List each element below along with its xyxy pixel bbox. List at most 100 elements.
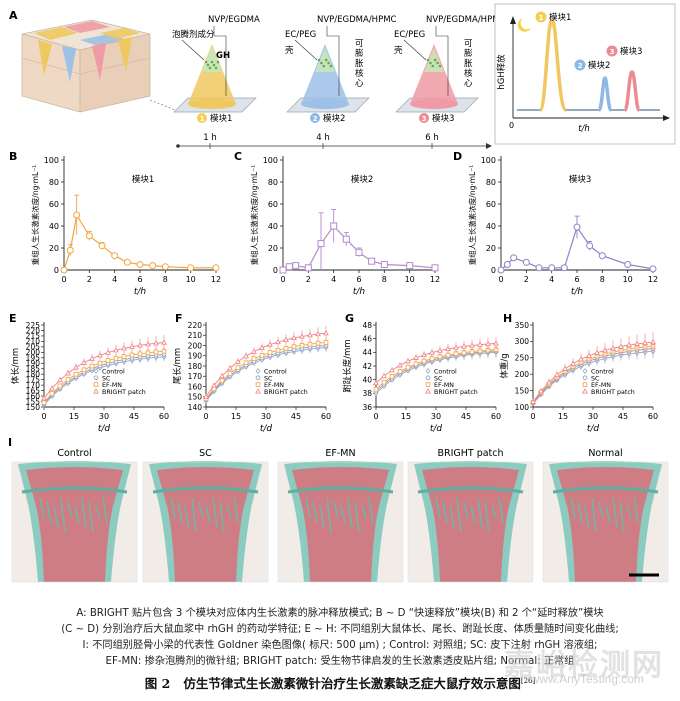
release-origin: 0 [509,121,514,130]
trabecula [347,497,353,529]
trabecula [184,505,190,529]
x-tick-label: 4 [331,275,336,284]
histology-label: SC [199,448,212,459]
gh-dot [204,60,208,64]
figure-title: 图 2 仿生节律式生长激素微针治疗生长激素缺乏症大鼠疗效示意图[26] [0,673,680,692]
histology-3: EF-MN [277,448,404,583]
bone-marrow [557,467,654,582]
x-tick-label: 6 [574,275,579,284]
caption-line-1: A: BRIGHT 贴片包含 3 个模块对应体内生长激素的脉冲释放模式; B ~… [76,608,604,619]
core-dot [431,64,435,68]
trabecula [612,497,618,529]
module-number-dot [310,113,320,123]
y-tick-label: 100 [263,156,278,165]
module-cone-base [410,99,458,109]
panel-letter: D [453,150,462,163]
data-point [113,356,119,361]
watermark: 嘉峪检测网 [504,649,664,682]
module-cone [410,44,458,104]
y-tick-label: 38 [362,389,372,398]
data-point [243,360,249,366]
trabecula [326,497,332,534]
release-label-1: 模块1 [549,12,571,23]
module-shell-label: 壳 [394,45,403,56]
legend-label: BRIGHT patch [264,389,308,396]
y-tick-label: 220 [26,326,41,335]
x-tick-label: 15 [558,412,568,421]
data-point [389,374,395,379]
trabecula [484,501,490,534]
data-point [381,379,387,385]
panel-letter: H [503,312,512,325]
panel-letter: B [9,150,17,163]
y-axis-label: 重组人生长激素浓度/ng·mL⁻¹ [467,165,477,265]
core-dot [426,58,430,62]
data-point [73,371,79,377]
core-dot [324,58,328,62]
data-point [642,339,648,345]
x-tick-label: 30 [431,412,441,421]
data-point [578,356,584,362]
x-axis-label: t/d [98,424,111,434]
panel-letter: F [175,312,183,325]
core-dot [327,61,330,65]
bone-marrow [292,467,389,582]
data-point [105,349,111,355]
y-tick-label: 20 [268,244,278,253]
data-point [275,338,281,345]
core-dot [322,64,326,68]
data-point [285,263,293,271]
y-tick-label: 170 [188,372,203,381]
x-axis-label: t/d [260,424,273,434]
series-line [205,332,327,398]
trabecula [477,497,483,529]
data-point [431,264,439,272]
data-point [49,391,55,396]
leader [326,26,340,96]
y-tick-label: 80 [49,178,59,187]
legend-label: EF-MN [264,382,284,389]
data-point [85,232,93,240]
x-tick-label: 12 [430,275,440,284]
x-axis-label: t/d [587,424,600,434]
module-1: NVP/EGDMA 泡腾剂成分 GH 1 模块1 1 h [172,15,260,149]
data-point [89,355,95,361]
core-dot [429,61,432,65]
x-tick-label: 10 [405,275,415,284]
trabecula [191,497,197,534]
y-tick-label: 160 [188,382,203,391]
watermark-url: www.AnyTesting.com [530,672,644,686]
data-point [397,362,403,368]
trabecula [435,497,441,519]
data-point [570,360,576,366]
histology-1: Control [11,448,138,583]
data-point [267,341,273,347]
data-point [292,262,300,270]
trabecula [570,497,576,519]
growth-plate [21,486,128,494]
data-point [355,248,363,256]
series-line [43,342,165,399]
chart-title: 模块2 [351,174,373,185]
y-tick-label: 200 [188,341,203,350]
gh-dot [210,60,214,64]
legend-label: SC [591,375,600,382]
data-point [315,340,321,346]
release-profile-chart: hGH释放 t/h 0 1 模块1 2 模块2 3 模块3 [494,3,676,145]
data-point [626,341,632,348]
data-point [73,364,79,370]
data-point [421,358,427,364]
histology-label: Normal [588,448,622,459]
data-point [145,341,151,347]
growth-plate [552,486,659,494]
data-point [650,338,656,345]
data-point [582,382,588,387]
data-point [389,367,395,373]
data-point [235,358,241,364]
data-point [251,356,257,362]
data-point [81,367,87,373]
module-side-char: 可 [464,39,473,49]
y-tick-label: 100 [481,156,496,165]
histology-frame [142,461,269,583]
